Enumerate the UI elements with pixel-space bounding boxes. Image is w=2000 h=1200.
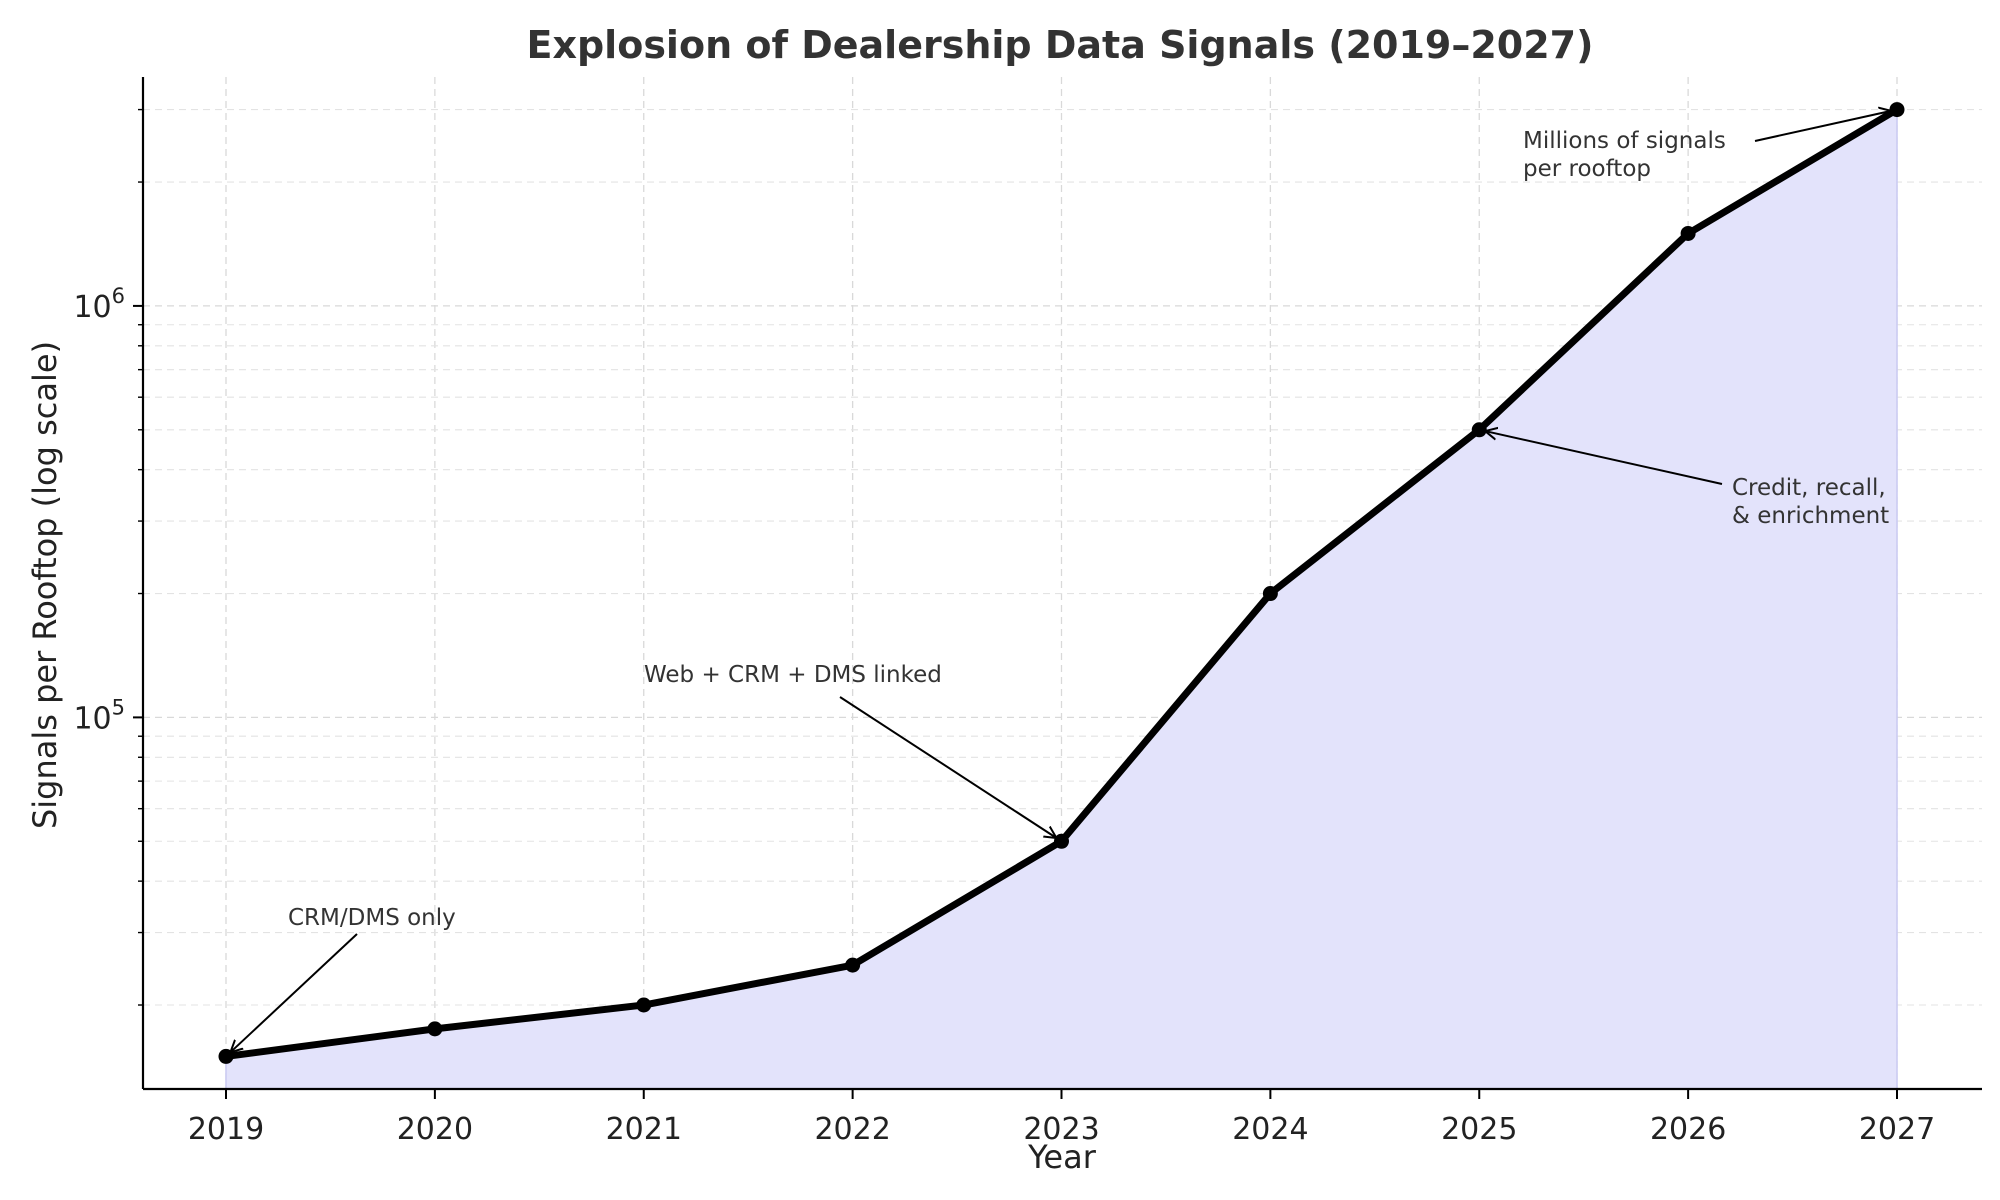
x-tick-label: 2022 (814, 1112, 890, 1147)
annotation-arrow (1485, 431, 1723, 485)
annotations: CRM/DMS only Web + CRM + DMS linked Credit… (230, 111, 1891, 1052)
annotation-text: CRM/DMS only (288, 905, 456, 931)
grid (143, 77, 1982, 1089)
data-point (1680, 225, 1696, 241)
annotation-text: & enrichment (1732, 503, 1889, 529)
data-point (1054, 833, 1069, 849)
x-tick-label: 2026 (1650, 1112, 1726, 1147)
x-tick-label: 2025 (1441, 1112, 1517, 1147)
annotation-text: Millions of signals (1523, 128, 1726, 154)
y-axis-label: Signals per Rooftop (log scale) (26, 341, 64, 829)
axes (133, 77, 1982, 1099)
y-tick-label: 105 (73, 695, 125, 736)
annotation-arrow (230, 933, 358, 1052)
x-tick-label: 2020 (397, 1112, 473, 1147)
y-tick-label: 106 (73, 284, 125, 325)
data-point (1889, 102, 1905, 118)
x-tick-label: 2019 (188, 1112, 264, 1147)
data-point (427, 1021, 443, 1037)
x-tick-label: 2027 (1859, 1112, 1935, 1147)
annotation-text: Credit, recall, (1732, 475, 1886, 501)
x-tick-label: 2024 (1232, 1112, 1308, 1147)
annotation-text: Web + CRM + DMS linked (644, 662, 942, 688)
annotation-arrow (1754, 111, 1891, 142)
annotation-arrow (839, 696, 1056, 838)
x-tick-label: 2023 (1023, 1112, 1099, 1147)
x-tick-label: 2021 (606, 1112, 682, 1147)
x-axis-label: Year (1027, 1138, 1097, 1176)
data-point (1262, 586, 1278, 602)
annotation-text: per rooftop (1523, 156, 1651, 182)
chart-title: Explosion of Dealership Data Signals (20… (527, 23, 1594, 67)
tick-labels: 2019 2020 2021 2022 2023 2024 2025 2026 2027 105 1… (73, 284, 1935, 1147)
data-point (636, 997, 652, 1013)
data-point (845, 957, 861, 973)
data-point (1471, 422, 1487, 438)
